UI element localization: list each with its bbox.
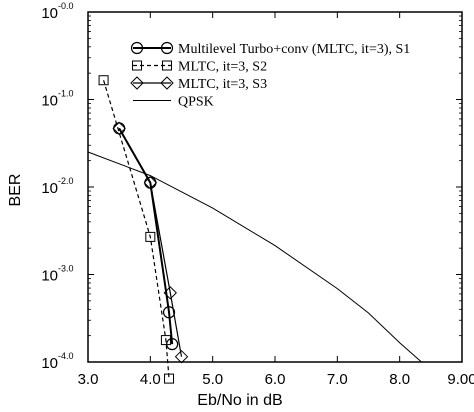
- legend: Multilevel Turbo+conv (MLTC, it=3), S1 ML…: [130, 41, 410, 110]
- y-tick-label: 10: [41, 93, 58, 110]
- x-axis-label: Eb/No in dB: [197, 392, 282, 409]
- series-line: [118, 128, 183, 357]
- square-marker: [160, 335, 171, 346]
- circle-marker: [162, 306, 176, 319]
- y-tick-exponent: -4.0: [58, 351, 74, 361]
- diamond-marker: [112, 121, 126, 136]
- square-marker: [164, 373, 175, 384]
- square-marker: [98, 75, 109, 86]
- x-tick-label: 8.0: [389, 371, 410, 388]
- square-marker: [162, 60, 172, 71]
- y-tick-exponent: -3.0: [58, 264, 74, 274]
- legend-label: QPSK: [178, 95, 214, 110]
- square-marker: [145, 231, 156, 242]
- x-tick-label: 4.0: [140, 371, 161, 388]
- series-line: [87, 151, 422, 363]
- x-tick-label: 3.0: [78, 371, 99, 388]
- square-marker: [132, 60, 142, 71]
- x-tick-label: 9.00: [447, 371, 474, 388]
- legend-label: MLTC, it=3, S3: [178, 77, 267, 92]
- diamond-marker: [160, 76, 174, 90]
- circle-marker: [130, 41, 144, 55]
- series-layer: [87, 75, 422, 384]
- series-none: [87, 151, 422, 363]
- legend-label: Multilevel Turbo+conv (MLTC, it=3), S1: [178, 42, 410, 57]
- y-tick-exponent: -2.0: [58, 176, 74, 186]
- diamond-marker: [174, 349, 189, 364]
- y-tick-exponent: -1.0: [58, 89, 74, 99]
- diamond-marker: [163, 286, 177, 300]
- y-tick-label: 10: [41, 5, 58, 22]
- legend-label: MLTC, it=3, S2: [178, 60, 267, 75]
- series-square: [98, 75, 175, 384]
- diamond-marker: [143, 175, 158, 190]
- series-diamond: [112, 121, 189, 364]
- circle-marker: [160, 41, 174, 55]
- y-tick-label: 10: [41, 355, 58, 372]
- y-tick-label: 10: [41, 268, 58, 285]
- y-axis-label: BER: [7, 174, 24, 207]
- x-tick-label: 6.0: [265, 371, 286, 388]
- diamond-marker: [130, 76, 144, 90]
- series-line: [103, 80, 170, 379]
- y-tick-exponent: -0.0: [58, 1, 74, 11]
- x-tick-label: 5.0: [202, 371, 223, 388]
- y-tick-label: 10: [41, 180, 58, 197]
- x-tick-label: 7.0: [327, 371, 348, 388]
- plot-frame: [87, 11, 463, 363]
